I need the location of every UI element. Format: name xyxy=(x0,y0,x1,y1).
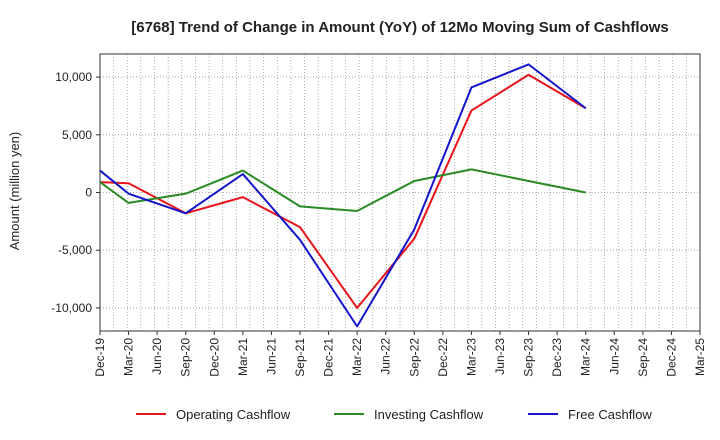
legend-label-operating-cashflow: Operating Cashflow xyxy=(176,407,291,422)
chart-title: [6768] Trend of Change in Amount (YoY) o… xyxy=(131,19,669,36)
y-tick-label: -5,000 xyxy=(58,243,92,257)
legend: Operating Cashflow Investing Cashflow Free… xyxy=(136,407,652,422)
y-tick-label: 10,000 xyxy=(55,70,92,84)
x-tick-label: Sep-23 xyxy=(522,338,536,377)
y-tick-label: 0 xyxy=(85,186,92,200)
y-axis-label: Amount (million yen) xyxy=(7,132,22,251)
legend-label-free-cashflow: Free Cashflow xyxy=(568,407,652,422)
x-tick-label: Mar-23 xyxy=(464,338,478,376)
series-line-free-cashflow xyxy=(99,63,587,328)
x-tick-label: Dec-19 xyxy=(93,338,107,377)
x-axis-ticks: Dec-19 Mar-20 Jun-20 Sep-20 Dec-20 Mar-21 Jun-… xyxy=(93,331,707,377)
x-tick-label: Dec-22 xyxy=(436,338,450,377)
x-tick-label: Jun-21 xyxy=(264,338,278,375)
y-axis-ticks: -10,000 -5,000 0 5,000 10,000 xyxy=(51,70,100,315)
x-tick-label: Sep-21 xyxy=(293,338,307,377)
x-tick-label: Mar-24 xyxy=(579,338,593,376)
x-tick-label: Dec-23 xyxy=(550,338,564,377)
x-tick-label: Dec-24 xyxy=(664,338,678,377)
x-tick-label: Mar-20 xyxy=(122,338,136,376)
y-tick-label: -10,000 xyxy=(51,301,92,315)
x-tick-label: Mar-21 xyxy=(236,338,250,376)
x-tick-label: Dec-21 xyxy=(322,338,336,377)
x-tick-label: Jun-22 xyxy=(379,338,393,375)
x-tick-label: Jun-24 xyxy=(607,338,621,375)
y-tick-label: 5,000 xyxy=(62,128,92,142)
x-tick-label: Sep-20 xyxy=(179,338,193,377)
series-line-investing-cashflow xyxy=(99,168,586,212)
grid xyxy=(100,54,700,331)
x-tick-label: Sep-24 xyxy=(636,338,650,377)
x-tick-label: Jun-23 xyxy=(493,338,507,375)
series-line-operating-cashflow xyxy=(99,73,587,309)
legend-label-investing-cashflow: Investing Cashflow xyxy=(374,407,484,422)
x-tick-label: Jun-20 xyxy=(150,338,164,375)
series-lines xyxy=(99,63,587,328)
x-tick-label: Sep-22 xyxy=(407,338,421,377)
x-tick-label: Dec-20 xyxy=(207,338,221,377)
x-tick-label: Mar-25 xyxy=(693,338,707,376)
x-tick-label: Mar-22 xyxy=(350,338,364,376)
